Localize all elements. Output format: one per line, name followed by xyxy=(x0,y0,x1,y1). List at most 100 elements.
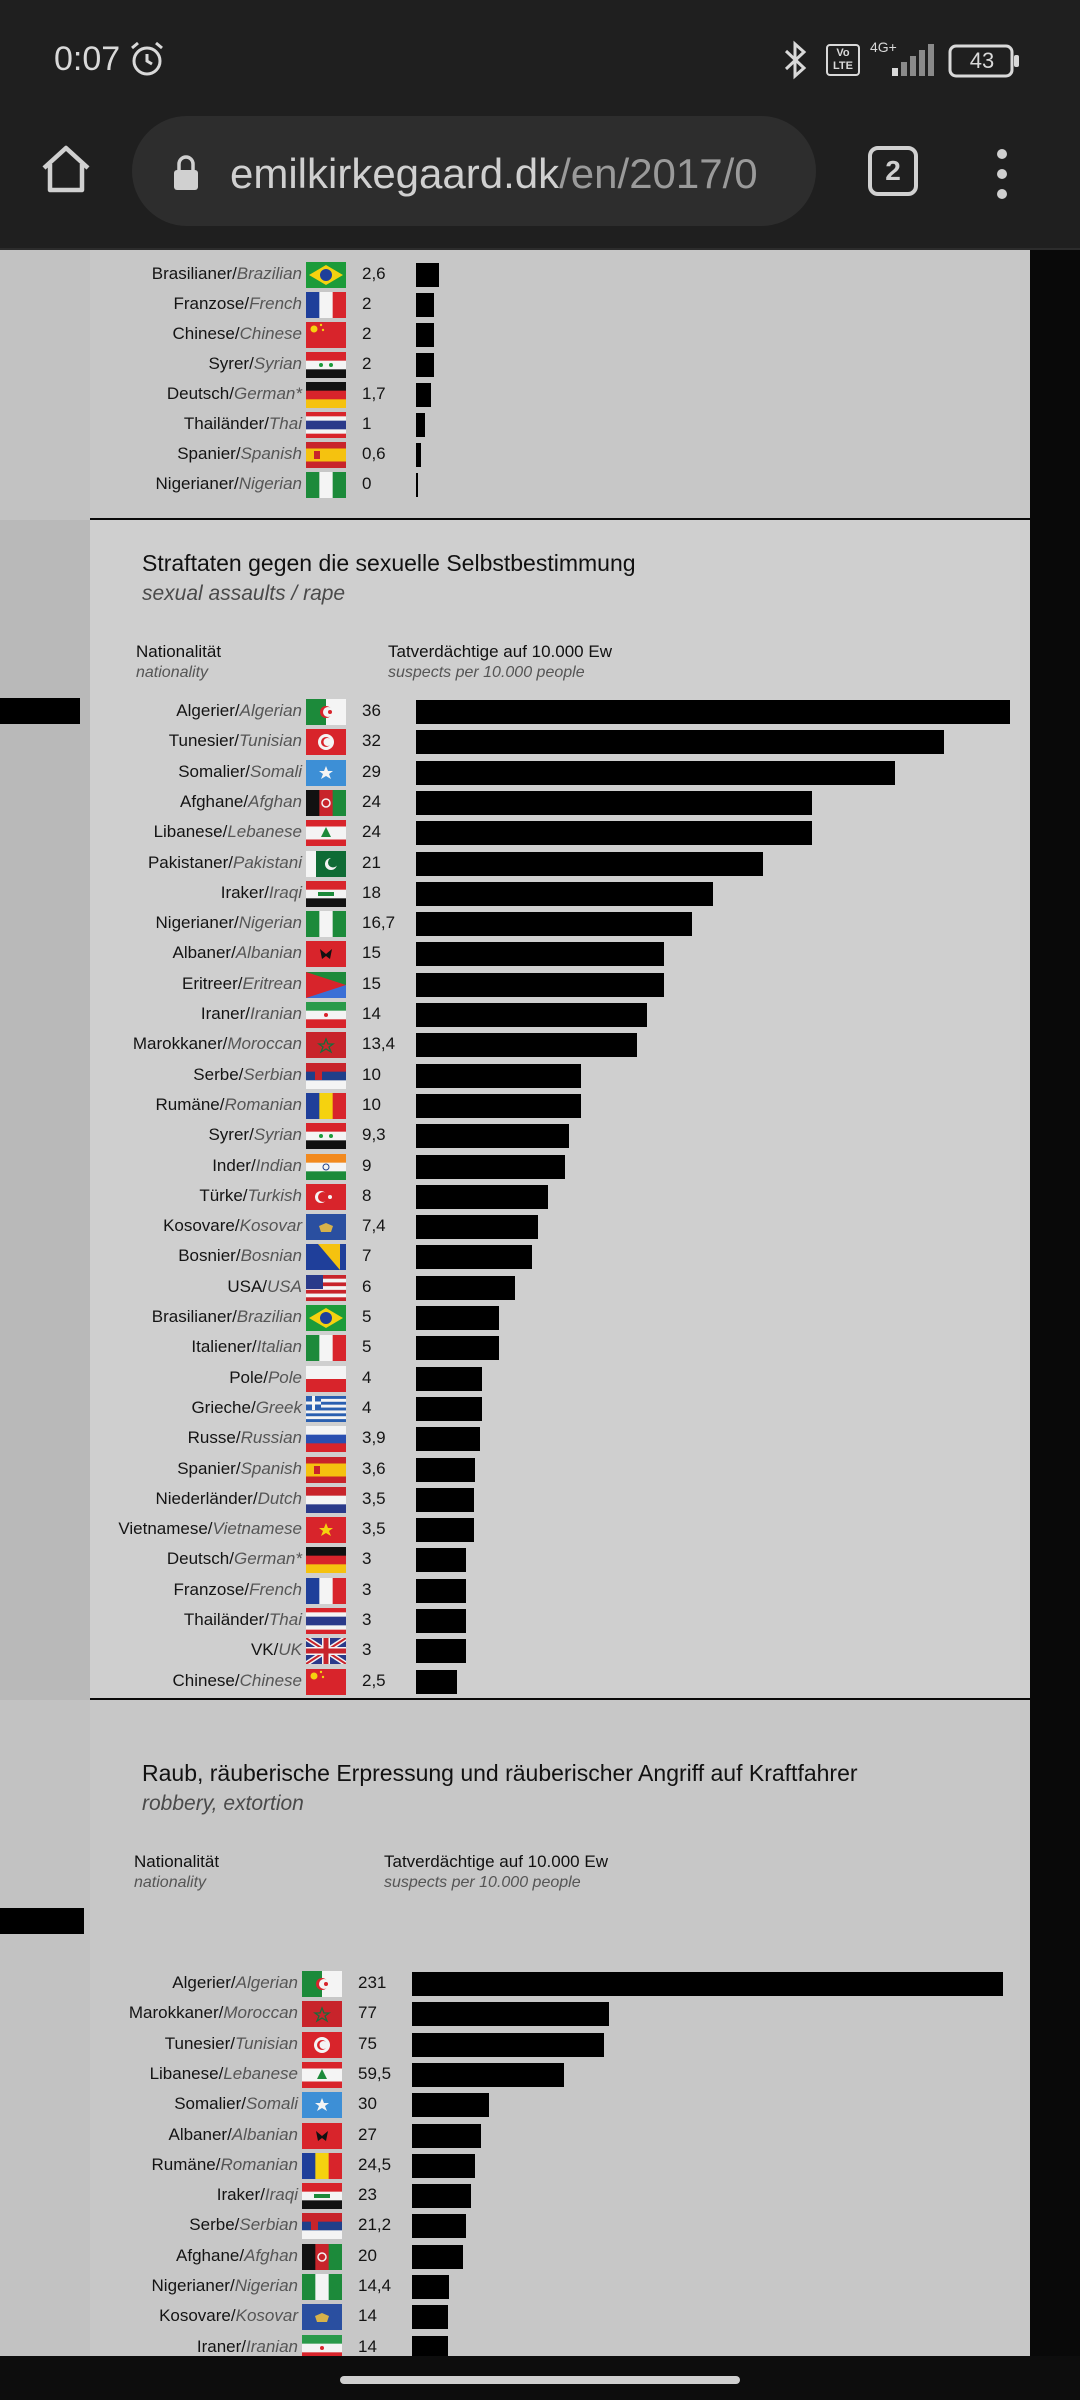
flag-iran-icon xyxy=(306,1002,346,1028)
bar xyxy=(416,942,664,967)
chart-panel-sexual-assaults: Straftaten gegen die sexuelle Selbstbest… xyxy=(90,520,1030,1698)
bar xyxy=(416,1003,647,1027)
bar xyxy=(416,1518,474,1543)
country-name-de: Iraner xyxy=(196,2336,242,2356)
value-label: 24 xyxy=(362,822,381,842)
bar xyxy=(416,1063,581,1088)
table-row: VK/UK 3 xyxy=(90,1636,1030,1666)
bar xyxy=(412,2184,471,2209)
flag-nigeria-icon xyxy=(306,911,346,938)
bar xyxy=(416,293,434,317)
bar xyxy=(416,1215,539,1240)
table-row: Franzose/French 2 xyxy=(90,290,1030,320)
country-name-de: Kosovare xyxy=(163,1216,235,1236)
flag-vietnam-icon xyxy=(306,1517,346,1544)
country-name-de: Chinese xyxy=(172,324,235,343)
country-name-de: Libanese xyxy=(149,2063,219,2083)
country-name-en: Nigerian xyxy=(238,474,302,493)
table-row: Kosovare/Kosovar 7,4 xyxy=(90,1212,1030,1242)
value-label: 30 xyxy=(358,2094,377,2114)
table-row: Albaner/Albanian 15 xyxy=(90,939,1030,969)
page-content[interactable]: Brasilianer/Brazilian 2,6 Franzose/French 2… xyxy=(0,250,1080,2356)
country-label: Pole/Pole xyxy=(229,1367,302,1387)
country-name-en: Albanian xyxy=(231,2124,298,2144)
country-label: Syrer/Syrian xyxy=(208,1125,302,1145)
table-row: Nigerianer/Nigerian 16,7 xyxy=(90,909,1030,939)
bar xyxy=(412,2275,449,2299)
country-label: Afghane/Afghan xyxy=(180,791,302,811)
home-gesture-handle[interactable] xyxy=(340,2376,740,2384)
bar xyxy=(412,2062,565,2087)
table-row: Somalier/Somali 29 xyxy=(90,758,1030,788)
chart-title: Raub, räuberische Erpressung und räuberi… xyxy=(142,1760,858,1786)
country-name-de: Inder xyxy=(212,1155,251,1175)
flag-france-icon xyxy=(306,292,346,318)
volte-icon: Vo LTE xyxy=(826,44,860,76)
table-row: Vietnamese/Vietnamese 3,5 xyxy=(90,1515,1030,1545)
flag-eritrea-icon xyxy=(306,971,346,998)
country-name-en: Brazilian xyxy=(236,1307,302,1326)
volte-label: Vo LTE xyxy=(833,47,853,72)
value-label: 4 xyxy=(362,1397,372,1417)
table-row: Iraner/Iranian 14 xyxy=(90,1000,1030,1030)
table-row: Marokkaner/Moroccan 13,4 xyxy=(90,1030,1030,1060)
value-label: 29 xyxy=(362,761,381,781)
country-name-en: Moroccan xyxy=(227,1034,302,1054)
country-name-en: Moroccan xyxy=(223,2003,298,2023)
more-options-icon[interactable] xyxy=(990,146,1014,202)
country-label: Iraker/Iraqi xyxy=(220,882,302,902)
navigation-bar xyxy=(0,2356,1080,2400)
table-row: Libanese/Lebanese 59,5 xyxy=(90,2060,1030,2090)
alarm-icon xyxy=(131,41,163,76)
value-label: 3 xyxy=(362,1610,372,1629)
country-name-en: Afghan xyxy=(244,2245,298,2265)
bar xyxy=(412,2153,475,2178)
value-label: 3,5 xyxy=(362,1488,386,1508)
bar xyxy=(416,413,425,437)
table-row: Thailänder/Thai 3 xyxy=(90,1606,1030,1636)
country-name-en: Nigerian xyxy=(238,913,302,933)
value-label: 23 xyxy=(358,2185,377,2205)
country-label: Deutsch/German* xyxy=(166,384,302,403)
table-row: Serbe/Serbian 21,2 xyxy=(90,2211,1030,2241)
bar xyxy=(416,1245,532,1270)
chart-panel-robbery: Raub, räuberische Erpressung und räuberi… xyxy=(90,1700,1030,2356)
table-row: Iraner/Iranian 14 xyxy=(90,2333,1030,2356)
bar xyxy=(416,1578,466,1603)
country-name-de: Thailänder xyxy=(183,1610,265,1629)
bar xyxy=(416,1639,466,1664)
country-name-de: Bosnier xyxy=(178,1246,236,1266)
value-label: 0,6 xyxy=(362,444,386,463)
bar xyxy=(412,2002,610,2027)
value-label: 4 xyxy=(362,1367,372,1387)
tab-switcher-button[interactable]: 2 xyxy=(868,146,918,196)
flag-brazil-icon xyxy=(306,262,346,288)
country-label: Somalier/Somali xyxy=(178,761,302,781)
country-name-de: Kosovare xyxy=(159,2306,231,2326)
country-name-de: Syrer xyxy=(208,1125,250,1145)
value-label: 3,6 xyxy=(362,1458,386,1478)
chart-title: Straftaten gegen die sexuelle Selbstbest… xyxy=(142,550,636,576)
home-icon[interactable] xyxy=(38,140,94,196)
country-label: Nigerianer/Nigerian xyxy=(151,2276,298,2295)
flag-somalia-icon xyxy=(302,2092,342,2119)
column-header-suspects: Tatverdächtige auf 10.000 Ew xyxy=(388,642,612,661)
flag-china-icon xyxy=(306,1668,346,1695)
country-name-en: Albanian xyxy=(235,943,302,963)
country-label: Albaner/Albanian xyxy=(172,943,302,963)
country-name-de: Rumäne xyxy=(155,1094,220,1114)
country-name-de: VK xyxy=(250,1640,274,1660)
country-label: USA/USA xyxy=(227,1276,302,1296)
column-header-nationality: Nationalität xyxy=(134,1852,220,1871)
column-header-suspects: Tatverdächtige auf 10.000 Ew xyxy=(384,1852,608,1871)
country-name-en: USA xyxy=(267,1276,302,1296)
country-label: Franzose/French xyxy=(173,294,302,313)
table-row: USA/USA 6 xyxy=(90,1273,1030,1303)
value-label: 3 xyxy=(362,1549,372,1569)
country-name-en: Serbian xyxy=(243,1064,302,1084)
address-bar[interactable]: emilkirkegaard.dk/en/2017/0 xyxy=(132,116,816,226)
url-text[interactable]: emilkirkegaard.dk/en/2017/0 xyxy=(230,150,758,198)
flag-bosnia-icon xyxy=(306,1244,346,1271)
flag-thailand-icon xyxy=(306,1608,346,1634)
table-row: Somalier/Somali 30 xyxy=(90,2090,1030,2120)
